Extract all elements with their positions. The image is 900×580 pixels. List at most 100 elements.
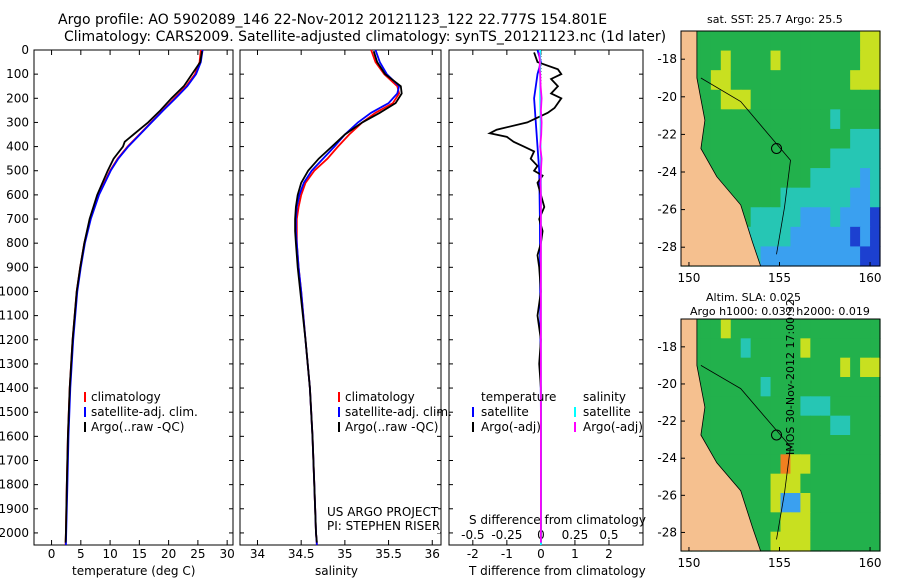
sst-map-xtick-label: 155 xyxy=(768,271,791,285)
sla-map-cell xyxy=(740,396,752,417)
sst-map-cell xyxy=(810,70,821,91)
sla-map-cell xyxy=(710,319,722,339)
sst-map-cell xyxy=(780,109,792,130)
legend-label-satellite: satellite-adj. clim. xyxy=(91,405,198,419)
sst-map-cell xyxy=(840,70,851,91)
sst-map-cell xyxy=(760,148,772,169)
sla-map-cell xyxy=(850,454,861,475)
sla-map-cell xyxy=(860,338,871,359)
depth-tick-label: 1000 xyxy=(0,284,29,298)
sla-map-cell xyxy=(710,357,722,378)
sla-map-cell xyxy=(800,357,811,378)
sst-map-cell xyxy=(790,31,801,52)
sst-map-cell xyxy=(740,187,752,208)
sla-map-title-1: Altim. SLA: 0.025 xyxy=(706,291,802,304)
sst-map-cell xyxy=(750,207,762,228)
sla-map-cell xyxy=(790,531,801,552)
sla-map-cell xyxy=(750,319,762,339)
sst-map-cell xyxy=(690,207,702,228)
sst-map-cell xyxy=(860,89,871,110)
sla-map-cell xyxy=(760,357,772,378)
sst-map-cell xyxy=(750,246,762,267)
sst-map-cell xyxy=(800,70,811,91)
sla-map-cell xyxy=(730,531,742,552)
sst-map-cell xyxy=(850,207,861,228)
sst-map-cell xyxy=(780,207,792,228)
sst-map-cell xyxy=(700,168,712,189)
sla-map-cell xyxy=(790,454,801,475)
sst-map-cell xyxy=(870,246,881,267)
sst-map-cell xyxy=(870,207,881,228)
legend-label-argo: Argo(..raw -QC) xyxy=(345,420,439,434)
sst-map-cell xyxy=(810,226,821,248)
sst-map-cell xyxy=(760,31,772,52)
sst-map-cell xyxy=(860,187,871,208)
sst-map-cell xyxy=(681,70,692,91)
sla-map-cell xyxy=(850,319,861,339)
sla-map-cell xyxy=(870,531,881,552)
sst-map-cell xyxy=(860,70,871,91)
sst-map-cell xyxy=(780,128,792,150)
temperature-xtick-label: 5 xyxy=(77,547,85,561)
sst-map-cell xyxy=(800,207,811,228)
sst-map-ytick-label: -22 xyxy=(657,127,677,141)
sla-map-cell xyxy=(760,531,772,552)
sst-map-cell xyxy=(710,89,722,110)
sst-map-cell xyxy=(820,148,831,169)
sla-map-cell xyxy=(681,396,692,417)
sla-map-cell xyxy=(700,512,712,533)
sst-map-cell xyxy=(810,50,821,71)
footer-credit-text: IMOS 30-Nov-2012 17:00:32 xyxy=(784,299,797,455)
sst-map-cell xyxy=(690,128,702,150)
sla-map-cell xyxy=(800,473,811,494)
sst-map-cell xyxy=(840,226,851,248)
legend-label-climatology: climatology xyxy=(345,390,415,404)
sla-map-cell xyxy=(840,454,851,475)
sla-map-cell xyxy=(820,357,831,378)
sla-map-cell xyxy=(870,377,881,397)
sla-map-cell xyxy=(870,493,881,513)
sst-map-cell xyxy=(760,187,772,208)
sst-map-cell xyxy=(681,187,692,208)
sst-map-cell xyxy=(740,89,752,110)
sst-map-cell xyxy=(740,128,752,150)
sla-map-cell xyxy=(740,415,752,436)
sla-map-cell xyxy=(730,435,742,455)
sst-map-cell xyxy=(780,89,792,110)
sla-map-cell xyxy=(690,531,702,552)
sla-map-cell xyxy=(820,377,831,397)
sst-map-cell xyxy=(830,128,841,150)
sst-map-cell xyxy=(840,31,851,52)
sst-map-cell xyxy=(800,168,811,189)
sst-map-cell xyxy=(860,168,871,189)
sst-map-cell xyxy=(860,31,871,52)
sst-map-cell xyxy=(700,128,712,150)
sla-map-cell xyxy=(810,454,821,475)
sla-map-cell xyxy=(740,473,752,494)
difference-xtick-label: -1 xyxy=(501,547,513,561)
project-pi: PI: STEPHEN RISER xyxy=(327,519,441,533)
sst-map-cell xyxy=(750,109,762,130)
sla-map-cell xyxy=(830,377,841,397)
sst-map-cell xyxy=(810,128,821,150)
sla-map-cell xyxy=(700,454,712,475)
sla-map-cell xyxy=(730,415,742,436)
sst-map-cell xyxy=(790,70,801,91)
sla-map-cell xyxy=(870,338,881,359)
sst-map-cell xyxy=(681,109,692,130)
sst-map-cell xyxy=(700,226,712,248)
difference-series-s-satellite xyxy=(539,50,542,545)
temperature-xtick-label: 0 xyxy=(48,547,56,561)
sla-map-cell xyxy=(820,415,831,436)
sla-map-cell xyxy=(681,512,692,533)
legend-label-t-argo: Argo(-adj) xyxy=(481,420,541,434)
sla-map-cell xyxy=(870,454,881,475)
sst-map-cell xyxy=(860,148,871,169)
sla-map-ytick-label: -18 xyxy=(657,340,677,354)
sst-map-cell xyxy=(730,187,742,208)
legend-swatch-t-satellite xyxy=(472,407,474,417)
sla-map-cell xyxy=(720,357,732,378)
sla-map-cell xyxy=(690,338,702,359)
sst-map-cell xyxy=(720,187,732,208)
sst-map-cell xyxy=(730,226,742,248)
